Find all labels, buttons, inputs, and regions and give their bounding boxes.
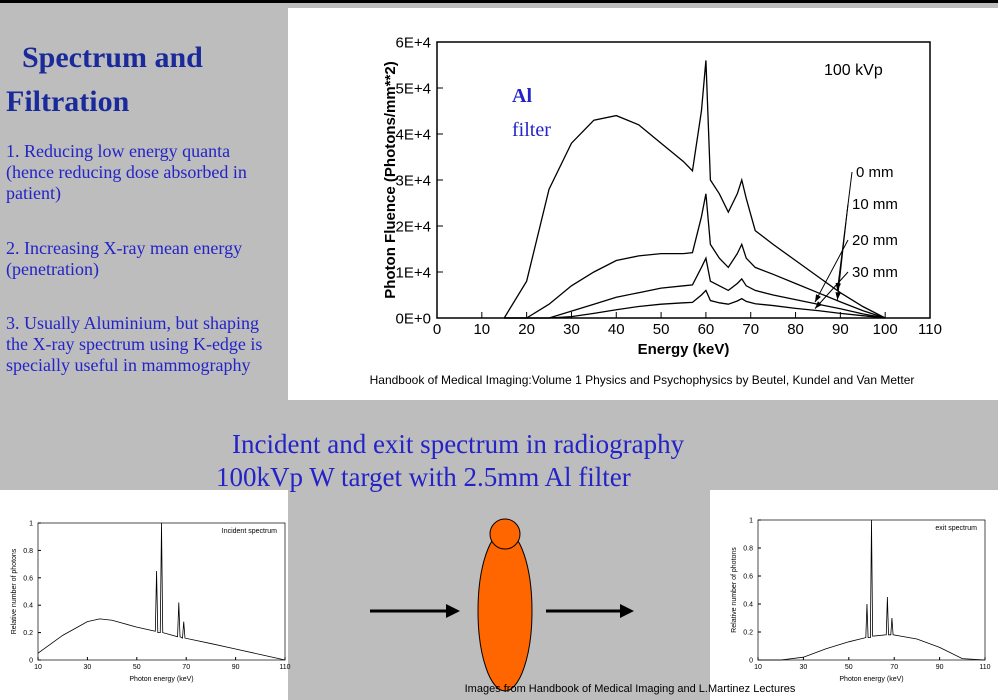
x-tick-label: 30: [563, 321, 580, 338]
x-tick-label: 50: [133, 664, 141, 671]
y-tick-label: 0.6: [23, 575, 33, 582]
x-axis-label: Energy (keV): [638, 341, 730, 358]
y-tick-label: 0.2: [743, 629, 753, 636]
arrow-head: [620, 604, 634, 618]
x-tick-label: 70: [742, 321, 759, 338]
series-label: 20 mm: [852, 232, 898, 249]
x-tick-label: 30: [84, 664, 92, 671]
head: [489, 518, 521, 550]
chart-title: Incident spectrum: [222, 528, 277, 535]
y-tick-label: 0.8: [743, 545, 753, 552]
y-tick-label: 0.4: [23, 603, 33, 610]
x-tick-label: 90: [832, 321, 849, 338]
x-tick-label: 30: [800, 664, 808, 671]
series-line: [503, 60, 886, 319]
pointer-arrow: [814, 239, 849, 303]
x-tick-label: 110: [918, 321, 942, 338]
pointer-arrow-head: [814, 294, 821, 303]
bottom-caption: Images from Handbook of Medical Imaging …: [465, 683, 796, 695]
x-axis-label: Photon energy (keV): [129, 676, 193, 683]
y-tick-label: 0E+0: [396, 310, 431, 327]
figure: [370, 518, 634, 692]
x-tick-label: 80: [787, 321, 804, 338]
y-tick-label: 0: [749, 657, 753, 664]
x-tick-label: 110: [979, 664, 990, 671]
y-tick-label: 0.6: [743, 573, 753, 580]
series-line: [504, 289, 886, 319]
x-tick-label: 10: [34, 664, 42, 671]
x-tick-label: 50: [845, 664, 853, 671]
y-tick-label: 6E+4: [396, 34, 431, 51]
heading: 100kVp W target with 2.5mm Al filter: [216, 462, 631, 492]
y-tick-label: 0.4: [743, 601, 753, 608]
y-tick-label: 0: [29, 657, 33, 664]
y-tick-label: 1E+4: [396, 264, 431, 281]
x-axis-label: Photon energy (keV): [839, 676, 903, 683]
title: Filtration: [6, 85, 130, 118]
body: [477, 530, 533, 692]
x-tick-label: 70: [890, 664, 898, 671]
annotation: filter: [512, 119, 551, 141]
y-tick-label: 1: [29, 520, 33, 527]
x-tick-label: 20: [518, 321, 535, 338]
series-label: 10 mm: [852, 196, 898, 213]
y-tick-label: 1: [749, 517, 753, 524]
x-tick-label: 100: [873, 321, 898, 338]
annotation: 100 kVp: [824, 62, 883, 79]
heading: Incident and exit spectrum in radiograph…: [232, 429, 685, 459]
x-tick-label: 0: [433, 321, 441, 338]
y-axis-label: Photon Fluence (Photons/mm**2): [382, 61, 399, 299]
pointer-arrow: [836, 203, 849, 300]
point: 2. Increasing X-ray mean energy (penetra…: [6, 238, 243, 279]
x-tick-label: 10: [754, 664, 762, 671]
y-tick-label: 5E+4: [396, 80, 431, 97]
y-tick-label: 0.2: [23, 630, 33, 637]
series-line: [758, 519, 986, 661]
pointer-arrow-head: [814, 301, 823, 309]
x-tick-label: 90: [232, 664, 240, 671]
x-tick-label: 50: [653, 321, 670, 338]
series-label: 30 mm: [852, 264, 898, 281]
annotation: Al: [512, 85, 532, 107]
y-axis-label: Relative number of photons: [11, 548, 18, 634]
y-tick-label: 0.8: [23, 548, 33, 555]
y-tick-label: 2E+4: [396, 218, 431, 235]
series-line: [504, 256, 886, 319]
series-line: [37, 522, 286, 661]
pointer-arrow-head: [835, 292, 841, 300]
series-label: 0 mm: [856, 164, 894, 181]
y-tick-label: 4E+4: [396, 126, 431, 143]
x-tick-label: 10: [473, 321, 490, 338]
title: Spectrum and: [22, 41, 203, 74]
point: 3. Usually Aluminium, but shaping the X-…: [6, 313, 263, 375]
point: 1. Reducing low energy quanta (hence red…: [6, 141, 247, 203]
x-tick-label: 60: [698, 321, 715, 338]
y-axis-label: Relative number of photons: [731, 547, 738, 633]
x-tick-label: 70: [182, 664, 190, 671]
top-border: [0, 0, 998, 3]
x-tick-label: 110: [279, 664, 290, 671]
incident-chart-panel: [0, 490, 288, 700]
y-tick-label: 3E+4: [396, 172, 431, 189]
series-line: [504, 193, 886, 319]
main-chart-panel: [288, 8, 998, 400]
chart-title: exit spectrum: [935, 525, 977, 532]
pointer-arrow: [814, 271, 849, 309]
x-tick-label: 40: [608, 321, 625, 338]
caption: Handbook of Medical Imaging:Volume 1 Phy…: [370, 373, 915, 387]
x-tick-label: 90: [936, 664, 944, 671]
arrow-head: [446, 604, 460, 618]
